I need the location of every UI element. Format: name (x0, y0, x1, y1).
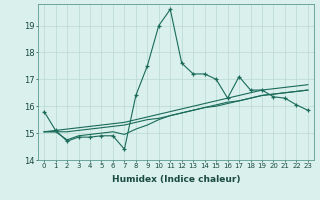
X-axis label: Humidex (Indice chaleur): Humidex (Indice chaleur) (112, 175, 240, 184)
